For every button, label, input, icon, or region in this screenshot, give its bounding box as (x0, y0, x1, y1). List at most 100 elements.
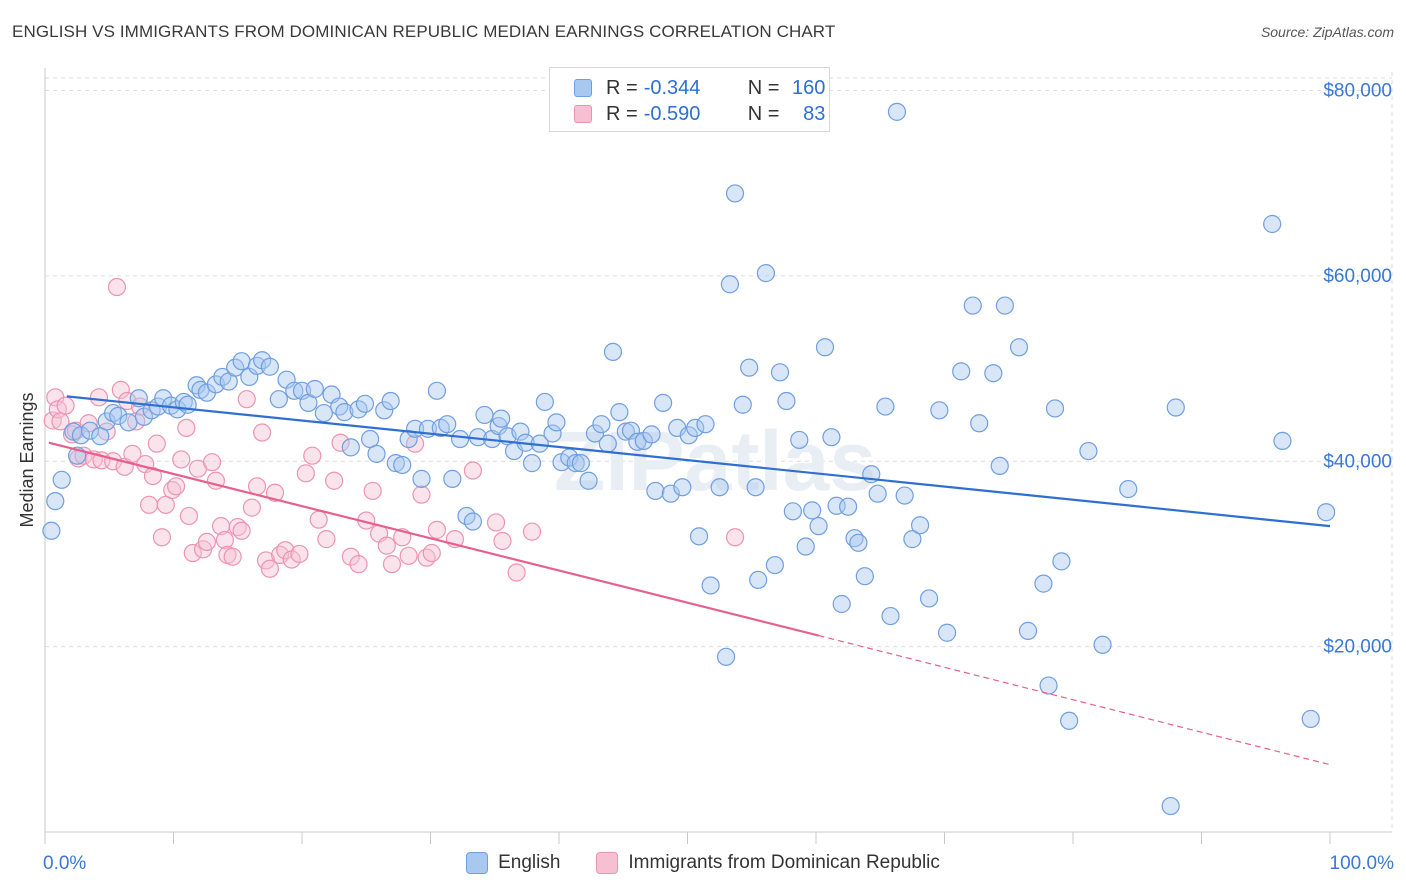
english-point (475, 405, 494, 425)
english-point (247, 356, 267, 375)
legend-row-dominican: R = -0.590 N = 83 (574, 102, 825, 126)
english-point (1045, 399, 1065, 418)
english-point (673, 478, 692, 497)
english-point (756, 264, 775, 283)
trend-lines (48, 395, 1331, 765)
english-point (689, 527, 709, 546)
english-point (522, 454, 542, 473)
english-point (790, 430, 809, 450)
english-point (876, 397, 895, 416)
x-tick-label-min: 0.0% (43, 853, 86, 874)
dominican-point (325, 471, 344, 490)
english-point (809, 517, 828, 536)
english-point (984, 364, 1003, 383)
dominican-point (247, 477, 267, 496)
english-points (42, 102, 1336, 816)
english-point (1052, 552, 1071, 571)
english-point (849, 533, 868, 552)
english-point (178, 395, 197, 414)
dominican-point (290, 544, 309, 564)
dominican-point (143, 466, 163, 486)
english-point (628, 432, 647, 451)
english-point (803, 501, 822, 520)
english-point (815, 338, 835, 357)
legend-item-dominican[interactable]: Immigrants from Dominican Republic (596, 852, 940, 874)
english-point (463, 512, 483, 531)
legend-label-dominican: Immigrants from Dominican Republic (628, 852, 940, 873)
english-point (1317, 503, 1336, 522)
y-tick-label: $20,000 (1323, 637, 1392, 658)
dominican-point (463, 461, 483, 480)
english-point (746, 478, 765, 497)
chart-title: ENGLISH VS IMMIGRANTS FROM DOMINICAN REP… (12, 22, 836, 41)
english-point (511, 422, 530, 441)
english-point (314, 403, 333, 423)
dominican-point (183, 543, 202, 563)
legend-n-label: N = (747, 76, 780, 99)
english-point (679, 426, 698, 445)
english-point (80, 421, 100, 440)
dominican-point (399, 546, 418, 565)
english-point (330, 397, 349, 416)
dominican-point (152, 528, 172, 547)
y-tick-label: $40,000 (1323, 451, 1392, 472)
legend-r-label: R = (606, 76, 638, 99)
dominican-point (296, 464, 315, 483)
english-point (341, 438, 360, 457)
english-point (427, 381, 447, 400)
dominican-point (123, 444, 142, 463)
english-point (995, 296, 1014, 315)
series-legend: English Immigrants from Dominican Republ… (0, 852, 1406, 874)
legend-r-value: -0.344 (643, 76, 701, 99)
axis-labels: $20,000 $40,000 $60,000 $80,000 0.0% 100.0% Me… (17, 81, 1394, 874)
english-point (260, 357, 279, 376)
english-point (489, 416, 508, 436)
dominican-point (341, 547, 360, 566)
legend-n-label: N = (747, 102, 780, 125)
english-point (1273, 431, 1292, 450)
dominican-point (303, 446, 322, 465)
legend-r-label: R = (606, 102, 638, 125)
dominican-point (139, 495, 159, 514)
english-point (547, 413, 566, 432)
english-point (733, 395, 752, 414)
english-point (868, 484, 887, 503)
english-point (46, 492, 65, 511)
y-tick-label: $60,000 (1323, 266, 1392, 287)
english-point (571, 454, 590, 473)
dominican-point (493, 531, 512, 551)
english-point (653, 393, 673, 412)
english-point (661, 484, 680, 503)
english-point (42, 521, 61, 540)
english-point (543, 424, 562, 443)
english-point (603, 342, 623, 362)
english-point (616, 422, 635, 441)
english-point (109, 406, 128, 425)
dominican-point (377, 536, 396, 555)
english-point (720, 275, 740, 294)
dominican-point (317, 530, 336, 549)
english-point (1079, 441, 1098, 461)
x-tick-label-max: 100.0% (1330, 853, 1395, 874)
english-point (1018, 621, 1038, 640)
english-point (952, 362, 971, 381)
english-point (592, 415, 611, 434)
english-point (535, 392, 554, 412)
english-point (963, 296, 982, 315)
dominican-point (215, 530, 234, 550)
english-point (393, 455, 412, 475)
dominican-swatch-icon (574, 105, 592, 123)
legend-item-english[interactable]: English (466, 852, 560, 874)
correlation-legend: R = -0.344 N = 160 R = -0.590 N = 83 (549, 67, 830, 132)
dominican-point (422, 543, 441, 563)
dominican-point (427, 520, 447, 539)
english-point (443, 469, 462, 488)
english-point (822, 428, 841, 447)
english-point (598, 434, 617, 453)
axes (44, 68, 1392, 844)
english-point (579, 471, 598, 490)
dominican-swatch-icon (596, 852, 619, 874)
dominican-point (260, 559, 279, 578)
y-tick-label: $80,000 (1323, 81, 1392, 102)
